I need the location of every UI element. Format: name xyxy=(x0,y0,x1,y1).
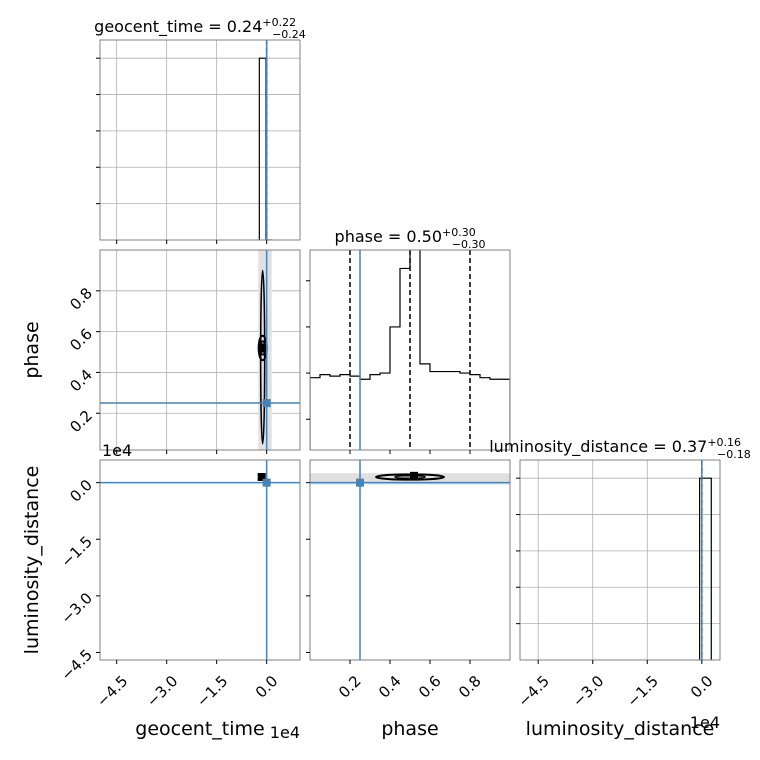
scatter-phase-vs-geocent_time-plot-area xyxy=(100,250,300,450)
scatter-luminosity_distance-vs-geocent_time-ytick-label-3: 0.0 xyxy=(66,476,96,506)
labels-layer: geocent_time = 0.24+0.22 −0.24 0.2 0.4 0.6 0.… xyxy=(21,16,751,742)
hist-phase-plot-area xyxy=(310,250,510,450)
hist-phase-title: phase = 0.50+0.30 −0.30 xyxy=(335,226,486,251)
scatter-phase-vs-geocent_time-truth-marker xyxy=(262,399,271,408)
xtick-label-time-3: 0.0 xyxy=(252,672,282,702)
xtick-label-distance-2: −1.5 xyxy=(624,672,662,710)
hist-luminosity_distance-title: luminosity_distance = 0.37+0.16 −0.18 xyxy=(489,436,751,461)
xlabel-0: geocent_time xyxy=(135,718,264,740)
hist-geocent_time-title-name: geocent_time xyxy=(94,17,203,37)
xtick-label-distance-0: −4.5 xyxy=(514,672,552,710)
scatter-phase-vs-geocent_time-ytick-label-3: 0.8 xyxy=(66,284,96,314)
hist-geocent_time-title-eq: = xyxy=(203,17,227,36)
hist-phase-title-plus: +0.30 xyxy=(442,226,476,239)
panels-layer xyxy=(96,39,721,664)
xtick-label-distance-1: −3.0 xyxy=(569,672,607,710)
ylabel-1: luminosity_distance xyxy=(21,466,43,655)
scatter-phase-vs-geocent_time-ytick-label-1: 0.4 xyxy=(66,366,96,396)
scatter-luminosity_distance-vs-phase-panel xyxy=(306,459,511,664)
scatter-phase-vs-geocent_time-ytick-label-2: 0.6 xyxy=(66,325,96,355)
xtick-label-time-0: −4.5 xyxy=(93,672,131,710)
exponent-time_x: 1e4 xyxy=(270,723,300,742)
xlabel-2: luminosity_distance xyxy=(526,718,715,740)
hist-luminosity_distance-title-plus: +0.16 xyxy=(707,436,741,449)
hist-phase-panel xyxy=(306,249,511,454)
scatter-luminosity_distance-vs-geocent_time-ytick-label-0: −4.5 xyxy=(58,646,96,684)
hist-geocent_time-title: geocent_time = 0.24+0.22 −0.24 xyxy=(94,16,306,41)
xlabel-1: phase xyxy=(381,718,438,740)
xtick-label-time-1: −3.0 xyxy=(143,672,181,710)
scatter-luminosity_distance-vs-geocent_time-panel xyxy=(96,459,301,664)
xtick-label-time-2: −1.5 xyxy=(193,672,231,710)
ylabel-0: phase xyxy=(21,321,43,378)
scatter-luminosity_distance-vs-geocent_time-plot-area xyxy=(100,460,300,660)
xtick-label-phase-1: 0.4 xyxy=(375,672,405,702)
hist-phase-steps xyxy=(310,250,510,450)
xtick-label-phase-3: 0.8 xyxy=(455,672,485,702)
hist-geocent_time-title-value: 0.24 xyxy=(227,17,263,36)
xtick-label-distance-3: 0.0 xyxy=(687,672,717,702)
hist-luminosity_distance-panel xyxy=(516,459,721,664)
exponent-distance_y: 1e4 xyxy=(102,441,132,460)
hist-phase-title-minus: −0.30 xyxy=(452,238,486,251)
hist-luminosity_distance-plot-area xyxy=(520,460,720,660)
hist-phase-frame xyxy=(309,249,511,451)
scatter-luminosity_distance-vs-geocent_time-median-marker xyxy=(257,472,266,481)
hist-geocent_time-title-minus: −0.24 xyxy=(272,28,306,41)
scatter-phase-vs-geocent_time-panel xyxy=(96,249,301,454)
scatter-luminosity_distance-vs-phase-plot-area xyxy=(310,460,510,660)
hist-phase-title-eq: = xyxy=(383,227,407,246)
xtick-label-phase-0: 0.2 xyxy=(335,672,365,702)
scatter-luminosity_distance-vs-geocent_time-frame xyxy=(99,459,301,661)
scatter-luminosity_distance-vs-phase-frame xyxy=(309,459,511,661)
scatter-luminosity_distance-vs-geocent_time-ytick-label-2: −1.5 xyxy=(58,533,96,571)
hist-luminosity_distance-title-minus: −0.18 xyxy=(717,448,751,461)
hist-geocent_time-frame xyxy=(99,39,301,241)
scatter-luminosity_distance-vs-geocent_time-ytick-label-1: −3.0 xyxy=(58,589,96,627)
hist-luminosity_distance-title-value: 0.37 xyxy=(672,437,708,456)
scatter-phase-vs-geocent_time-frame xyxy=(99,249,301,451)
hist-phase-title-name: phase xyxy=(335,227,383,246)
hist-luminosity_distance-title-eq: = xyxy=(648,437,672,456)
scatter-luminosity_distance-vs-phase-median-marker xyxy=(410,471,418,480)
hist-phase-title-value: 0.50 xyxy=(406,227,442,246)
scatter-phase-vs-geocent_time-ytick-label-0: 0.2 xyxy=(66,407,96,437)
scatter-luminosity_distance-vs-phase-truth-marker xyxy=(356,478,364,487)
hist-geocent_time-plot-area xyxy=(100,40,300,240)
hist-geocent_time-title-plus: +0.22 xyxy=(262,16,296,29)
hist-geocent_time-panel xyxy=(96,39,301,244)
scatter-luminosity_distance-vs-geocent_time-truth-marker xyxy=(262,478,271,487)
exponent-distance_x: 1e4 xyxy=(690,713,720,732)
xtick-label-phase-2: 0.6 xyxy=(415,672,445,702)
hist-luminosity_distance-frame xyxy=(519,459,721,661)
scatter-phase-vs-geocent_time-median-marker xyxy=(258,343,267,352)
hist-luminosity_distance-title-name: luminosity_distance xyxy=(489,437,648,457)
